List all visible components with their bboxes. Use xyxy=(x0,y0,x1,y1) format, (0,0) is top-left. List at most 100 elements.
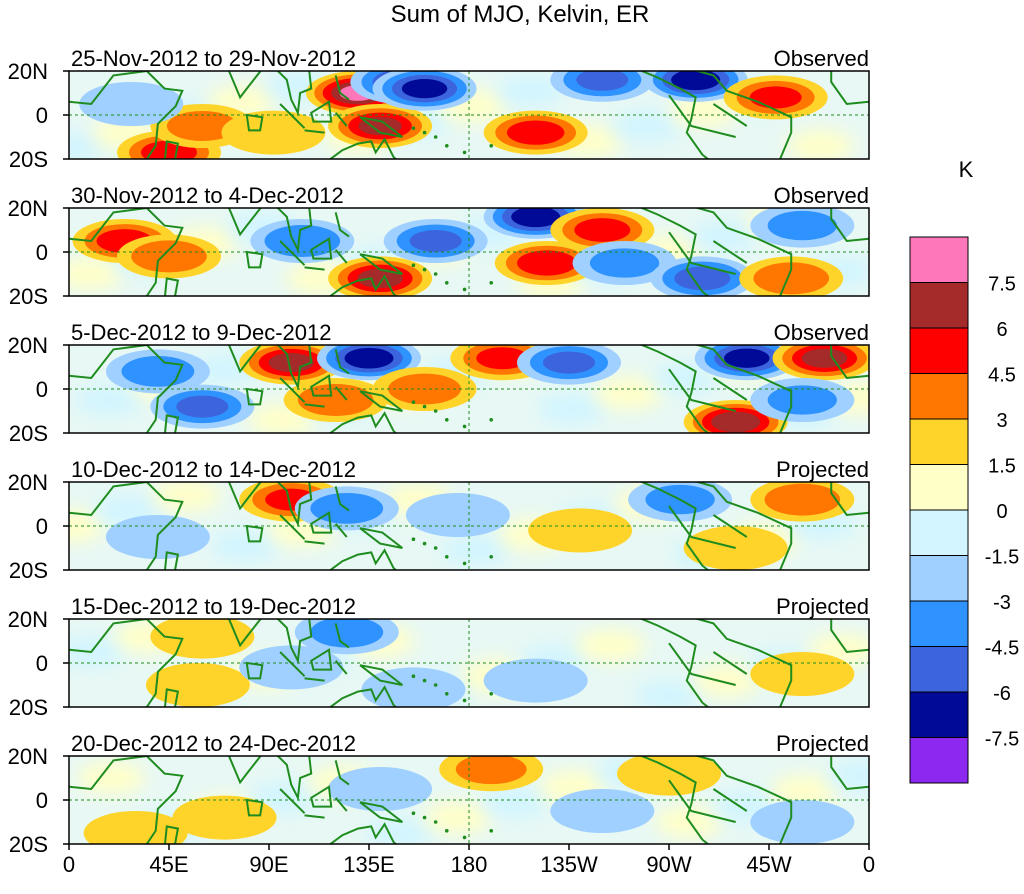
field-patch xyxy=(612,110,681,142)
contour-level xyxy=(172,795,277,840)
contour-level xyxy=(506,120,565,145)
field-patch xyxy=(692,664,761,697)
australia-coast xyxy=(328,822,398,844)
india-coast xyxy=(226,619,262,648)
region-box xyxy=(245,113,264,132)
contour-level xyxy=(589,248,660,278)
lat-tick-label: 20S xyxy=(9,832,48,857)
lat-tick-label: 20S xyxy=(9,695,48,720)
region-box xyxy=(245,798,264,817)
anomaly-field xyxy=(69,71,869,159)
contour-level xyxy=(239,645,344,690)
island-dot xyxy=(433,135,438,139)
island-dot xyxy=(422,815,427,820)
contour-level xyxy=(344,347,394,369)
contour-level xyxy=(767,210,837,241)
contour-level xyxy=(268,352,314,373)
island-dot xyxy=(422,130,427,135)
island-dot xyxy=(444,555,449,559)
island-dot xyxy=(462,287,467,292)
contour-level xyxy=(328,767,433,811)
map-panels: 20N 0 20S 25-Nov-2012 to 29-Nov-2012 Observe… xyxy=(8,46,870,857)
anomaly-blob xyxy=(550,789,655,833)
anomaly-blob xyxy=(650,256,755,296)
lon-tick-label: 135W xyxy=(540,852,598,877)
anomaly-blob xyxy=(372,71,477,111)
americas-west-coast xyxy=(639,482,710,570)
madagascar xyxy=(163,277,180,296)
panel-status-label: Observed xyxy=(774,183,869,208)
colorbar-level-label: -6 xyxy=(993,683,1011,705)
contour-level xyxy=(750,800,855,844)
indochina-coast xyxy=(276,345,313,391)
anomaly-blob xyxy=(483,658,588,703)
africa-coast xyxy=(69,619,184,707)
contour-level xyxy=(310,619,384,648)
contour-level xyxy=(455,756,527,785)
africa-coast xyxy=(69,482,184,570)
west-africa-coast xyxy=(830,482,869,517)
field-patch xyxy=(595,377,663,410)
lat-tick-label: 20S xyxy=(9,558,48,583)
colorbar-level-label: 0 xyxy=(996,501,1007,523)
lon-tick-label: 0 xyxy=(863,852,875,877)
chart-title: Sum of MJO, Kelvin, ER xyxy=(391,1,650,28)
lat-tick-label: 20N xyxy=(8,744,48,769)
coastlines xyxy=(69,482,869,570)
lat-tick-label: 0 xyxy=(36,651,48,676)
anomaly-blob xyxy=(723,75,828,120)
island-dot xyxy=(489,281,494,285)
field-patch xyxy=(481,786,550,819)
contour-level xyxy=(166,111,238,141)
anomaly-blob xyxy=(694,345,799,381)
lon-tick-label: 45E xyxy=(149,852,188,877)
colorbar-swatch xyxy=(909,236,969,283)
indochina-coast xyxy=(276,482,313,528)
colorbar-swatch xyxy=(909,464,969,511)
anomaly-blob xyxy=(328,104,433,148)
anomaly-blob xyxy=(145,663,250,707)
island-dot xyxy=(444,692,449,696)
colorbar-level-label: -1.5 xyxy=(985,547,1019,569)
colorbar-swatch xyxy=(909,373,969,420)
island-dot xyxy=(422,267,427,272)
australia-coast xyxy=(328,548,398,570)
map-panel: 20N 0 20S 25-Nov-2012 to 29-Nov-2012 Observe… xyxy=(8,46,870,172)
contour-level xyxy=(511,208,561,228)
lat-tick-label: 20N xyxy=(8,59,48,84)
contour-level xyxy=(483,658,588,703)
anomaly-blob xyxy=(221,110,326,155)
africa-coast xyxy=(69,208,184,296)
lat-tick-label: 0 xyxy=(36,240,48,265)
contour-level xyxy=(543,351,595,374)
anomaly-blob xyxy=(483,110,588,155)
india-coast xyxy=(226,71,262,100)
field-patch xyxy=(423,801,492,834)
contour-level xyxy=(724,348,770,368)
anomaly-blob xyxy=(750,652,855,696)
lat-tick-label: 20N xyxy=(8,607,48,632)
field-patch xyxy=(75,384,143,416)
island-dot xyxy=(462,561,467,566)
field-patch xyxy=(828,759,869,792)
madagascar xyxy=(163,688,180,707)
field-patch xyxy=(152,482,221,512)
americas-west-coast xyxy=(639,71,710,159)
anomaly-field xyxy=(69,619,869,707)
region-box xyxy=(245,250,264,269)
island-dot xyxy=(411,126,416,130)
anomaly-blob xyxy=(750,800,855,844)
island-dot xyxy=(411,537,416,541)
anomaly-blob xyxy=(405,493,510,537)
lat-tick-label: 0 xyxy=(36,788,48,813)
contour-level xyxy=(767,385,837,415)
anomaly-blob xyxy=(550,71,655,102)
colorbar-level-label: -3 xyxy=(993,592,1011,614)
anomaly-blob xyxy=(528,508,633,553)
island-dot xyxy=(433,820,438,824)
americas-west-coast xyxy=(639,208,710,296)
lat-tick-label: 20S xyxy=(9,421,48,446)
anomaly-blob xyxy=(328,767,433,811)
contour-level xyxy=(528,508,633,553)
